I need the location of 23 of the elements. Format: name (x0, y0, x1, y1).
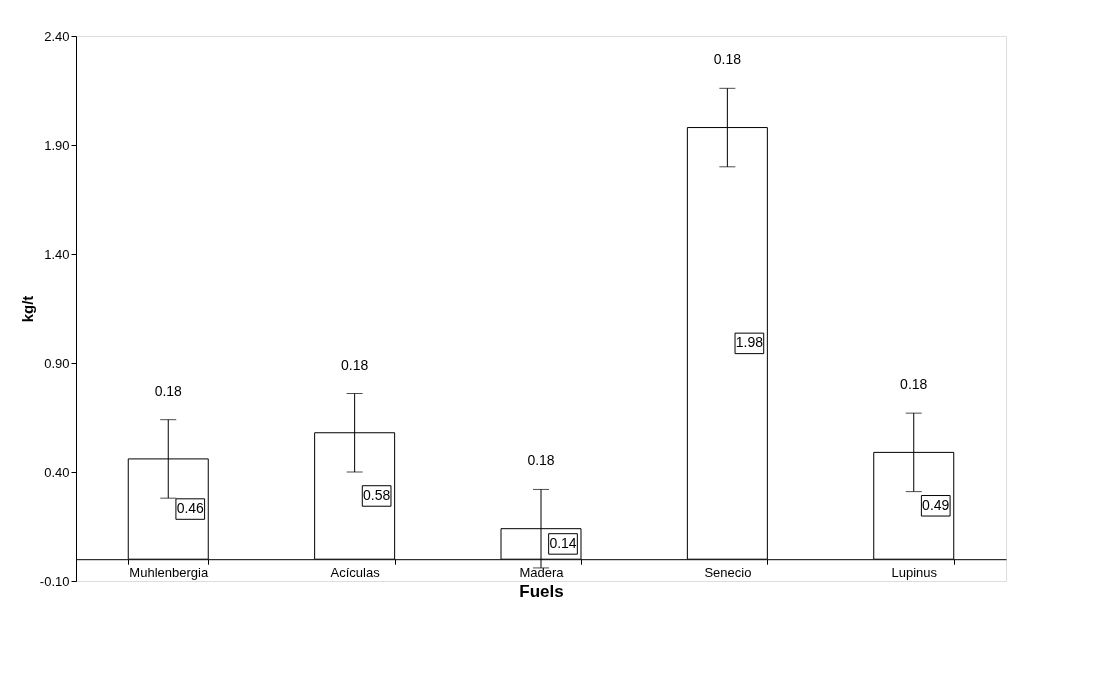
annotation: 0.18 (154, 382, 183, 399)
data-label: 0.49 (922, 496, 950, 513)
x-tick-label: Senecio (704, 564, 752, 580)
y-tick-label: 2.40 (44, 28, 70, 44)
y-tick-label: 1.40 (44, 246, 70, 262)
x-tick-label: Acículas (330, 564, 381, 580)
y-tick-label: -0.10 (39, 573, 70, 589)
y-tick-label: 0.40 (44, 464, 70, 480)
data-label: 0.58 (363, 486, 391, 503)
x-tick-label: Madera (519, 564, 565, 580)
annotation: 0.18 (527, 452, 555, 469)
y-axis-title: kg/t (18, 295, 36, 323)
annotation: 0.18 (713, 51, 742, 68)
data-label: 1.98 (735, 334, 764, 351)
y-tick-label: 1.90 (44, 137, 70, 153)
annotation: 0.18 (900, 376, 928, 393)
data-label: 0.46 (176, 500, 205, 517)
x-tick-label: Lupinus (891, 564, 938, 580)
x-tick-label: Muhlenbergia (129, 564, 209, 580)
annotation: 0.18 (341, 356, 369, 373)
x-axis-title: Fuels (519, 581, 564, 601)
data-label: 0.14 (549, 534, 577, 551)
y-tick-label: 0.90 (44, 355, 70, 371)
